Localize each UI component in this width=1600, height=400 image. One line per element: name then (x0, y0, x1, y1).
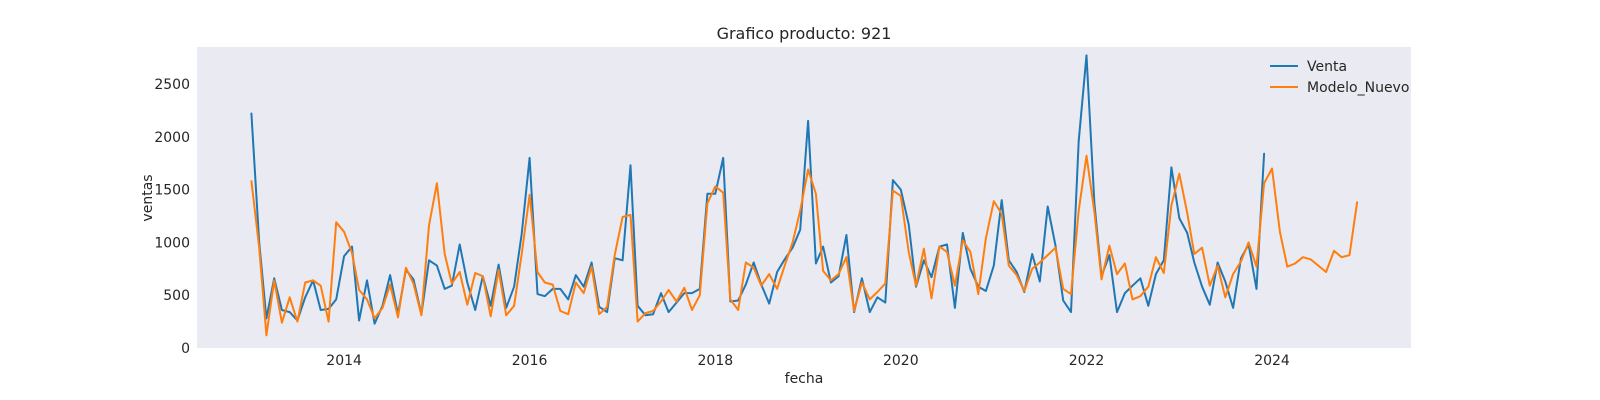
plot-background (197, 47, 1411, 348)
x-axis-ticks: 2014 2016 2018 2020 2022 2024 (326, 353, 1290, 369)
x-tick-label: 2024 (1254, 353, 1290, 369)
chart-title: Grafico producto: 921 (717, 24, 892, 43)
x-tick-label: 2014 (326, 353, 362, 369)
x-tick-label: 2016 (512, 353, 548, 369)
y-tick-label: 1000 (154, 235, 190, 251)
legend-label: Venta (1307, 59, 1347, 75)
x-tick-label: 2022 (1069, 353, 1105, 369)
y-tick-label: 1500 (154, 183, 190, 199)
legend: Venta Modelo_Nuevo (1270, 59, 1409, 96)
y-tick-label: 0 (181, 341, 190, 357)
x-tick-label: 2018 (698, 353, 734, 369)
x-axis-label: fecha (785, 371, 824, 387)
y-tick-label: 2000 (154, 130, 190, 146)
legend-label: Modelo_Nuevo (1307, 80, 1409, 96)
x-tick-label: 2020 (883, 353, 919, 369)
y-tick-label: 2500 (154, 77, 190, 93)
series-lines (250, 54, 1359, 337)
y-axis-ticks: 0 500 1000 1500 2000 2500 (154, 77, 190, 357)
y-axis-label: ventas (140, 174, 156, 221)
y-tick-label: 500 (163, 288, 190, 304)
series-line-modelo-nuevo (250, 154, 1359, 337)
